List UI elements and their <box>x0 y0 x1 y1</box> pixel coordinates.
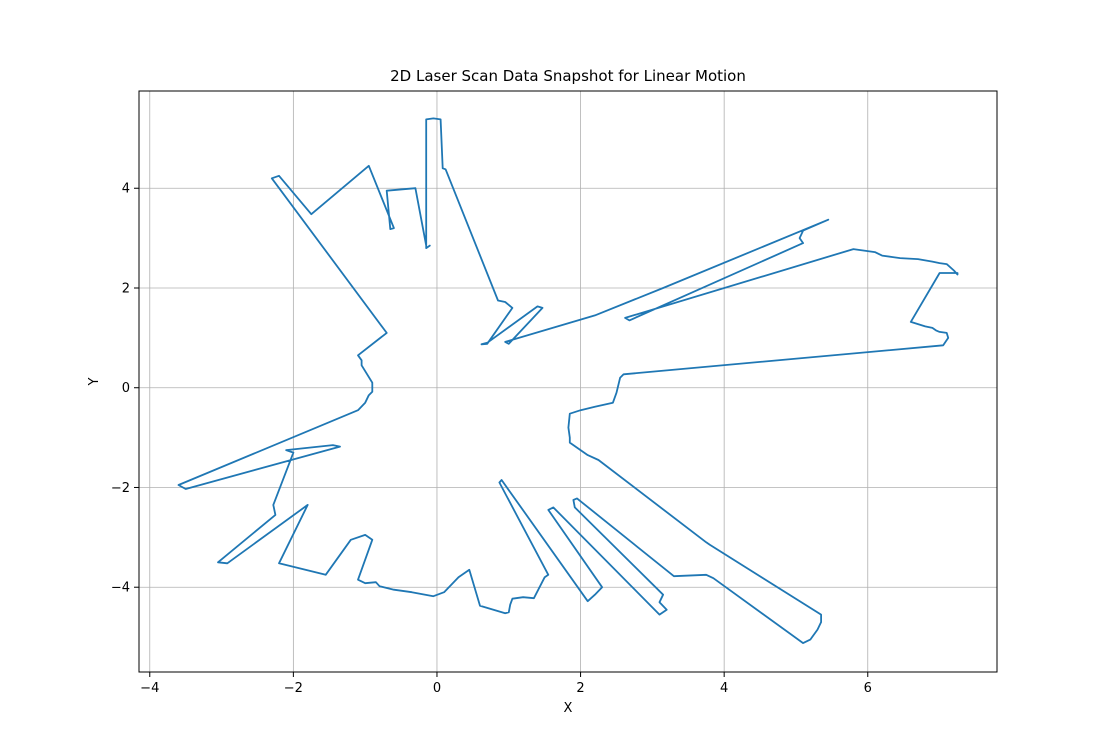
y-tick-label: 4 <box>122 182 130 197</box>
x-tick-label: 4 <box>720 681 728 696</box>
y-tick-label: 2 <box>122 281 130 296</box>
x-tick-label: −4 <box>140 681 159 696</box>
x-tick-label: 0 <box>433 681 441 696</box>
x-gridlines <box>149 91 869 672</box>
x-tick-label: 2 <box>576 681 584 696</box>
x-axis-ticks: −4 −2 0 2 4 6 <box>140 672 872 696</box>
x-axis-label: X <box>564 701 573 716</box>
y-tick-label: −4 <box>111 581 130 596</box>
series-layer <box>177 117 959 644</box>
y-tick-label: −2 <box>111 481 130 496</box>
y-axis-ticks: −4 −2 0 2 4 <box>111 182 139 596</box>
plot-frame <box>138 90 998 673</box>
y-gridlines <box>139 187 997 588</box>
scan-series-line <box>177 117 959 644</box>
x-tick-label: −2 <box>284 681 303 696</box>
y-tick-label: 0 <box>122 381 130 396</box>
x-tick-label: 6 <box>864 681 872 696</box>
y-axis-label: Y <box>87 377 102 386</box>
chart-title: 2D Laser Scan Data Snapshot for Linear M… <box>390 67 746 85</box>
